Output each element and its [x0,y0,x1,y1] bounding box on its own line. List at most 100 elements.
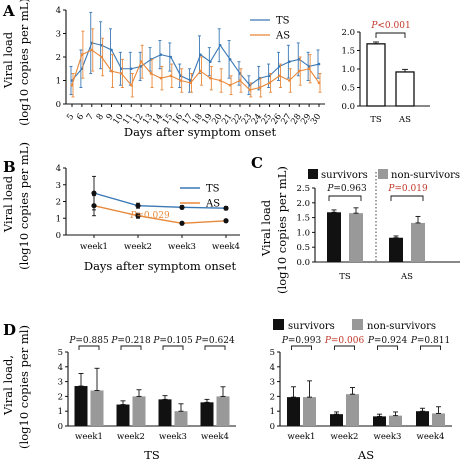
a-AS-point [189,81,192,85]
d-as-bar-non-survivors-week4 [432,413,445,426]
a-bar-y-tick-label: 0.5 [341,84,355,94]
d-as-bracket [420,345,441,350]
a-bar-y-tick-label: 2.0 [341,28,355,38]
d-ts-y-tick-label: 3 [58,378,63,388]
c-bar-non-survivors-TS [349,213,363,262]
c-y-axis-title: Viral load [259,199,273,257]
d-ts-y-tick-label: 4 [58,363,63,373]
d-ts-bar-non-survivors-week3 [174,411,188,426]
a-TS-point [218,43,222,47]
d-ts-y-tick-label: 0 [58,422,63,432]
d-ts-bracket [78,345,100,350]
a-TS-point [209,60,212,63]
b-x-tick-label: week2 [124,242,152,252]
d-as-y-tick-label: 0 [270,422,275,432]
a-TS-point [129,67,133,71]
a-AS-point [100,55,103,59]
a-line-y-tick-label: 1 [56,77,61,87]
a-x-axis-title: Days after symptom onset [124,125,277,139]
a-line-y-tick-label: 3 [56,30,61,40]
a-bar-AS [395,71,415,107]
a-x-tick-label: 5 [65,112,76,122]
b-y-tick-label: 2 [56,198,61,208]
b-y-tick-label: 3 [56,181,61,191]
c-legend-swatch-non-survivors [378,169,388,179]
a-TS-point [317,62,321,66]
d-as-y-tick-label: 3 [270,378,275,388]
d-as-y-tick-label: 2 [270,392,275,402]
a-AS-point [199,69,202,73]
panel-label-d: D [3,321,16,339]
a-AS-point [268,81,271,85]
panel-label-c: C [251,154,263,172]
d-ts-bar-non-survivors-week1 [90,390,104,426]
a-x-tick-label: 8 [95,112,106,122]
a-AS-point [288,79,291,82]
b-AS-point [223,218,229,224]
d-as-bracket [334,345,355,350]
b-x-tick-label: week1 [80,242,108,252]
d-ts-category-week4: week4 [201,432,229,442]
d-ts-bar-non-survivors-week4 [216,396,230,426]
d-ts-bar-survivors-week4 [200,402,214,426]
c-y-tick-label: 2.0 [296,199,310,209]
c-legend-swatch-survivors [308,169,318,179]
d-ts-pvalue-week2: P=0.218 [110,336,151,346]
a-TS-point [110,48,113,52]
d-legend-swatch-survivors [273,319,284,330]
a-bar-y-tick-label: 1.5 [341,47,355,57]
a-x-tick-label: 9 [105,112,116,122]
a-AS-point [248,88,252,92]
c-bracket-as [390,195,424,201]
d-y-axis-title: Viral load, [1,355,15,416]
b-y-axis-title-2: (log10 copies per mL) [17,142,31,270]
c-pvalue-ts: P=0.963 [326,184,367,194]
d-as-y-tick-label: 4 [270,363,275,373]
c-bar-survivors-AS [389,237,403,262]
a-AS-point [110,69,113,73]
a-bar-pvalue: P<0.001 [370,21,410,31]
d-as-bar-survivors-week4 [416,411,429,426]
a-line-y-tick-label: 2 [56,53,61,63]
b-AS-series-line [93,205,227,224]
d-ts-bar-non-survivors-week2 [132,396,146,426]
d-as-bracket [291,345,312,350]
c-legend-label-non-survivors: non-survivors [391,170,460,181]
d-legend-label-survivors: survivors [288,321,335,332]
a-bar-bracket [375,32,406,38]
d-as-x-axis-title: AS [357,448,374,462]
panel-label-b: B [3,158,16,176]
b-y-axis-title: Viral load [1,175,15,233]
d-ts-pvalue-week4: P=0.624 [194,336,235,346]
a-bar-TS [366,43,386,107]
b-legend-label-AS: AS [205,199,220,210]
a-y-axis-title-2: (log10 copies per mL) [17,0,31,126]
a-AS-point [80,53,84,56]
a-TS-point [169,55,173,59]
d-as-category-week4: week4 [417,432,445,442]
a-AS-point [120,72,123,75]
a-AS-point [218,79,222,82]
b-pvalue: P=0.029 [129,211,170,221]
d-ts-category-week3: week3 [159,432,187,442]
d-ts-bar-survivors-week1 [74,386,88,426]
d-ts-bar-survivors-week3 [158,399,172,426]
a-AS-point [209,76,212,80]
d-ts-x-axis-title: TS [144,448,160,462]
a-AS-point [278,74,281,78]
c-bracket-ts [328,195,362,201]
d-ts-bracket [162,345,184,350]
a-AS-point [307,67,311,71]
a-AS-point [139,60,143,63]
b-TS-point [223,205,229,211]
b-x-tick-label: week4 [212,242,240,252]
d-as-bar-survivors-week1 [287,397,300,426]
c-category-TS: TS [339,272,351,282]
d-legend-swatch-non-survivors [352,319,363,330]
a-y-axis-title: Viral load [1,31,15,89]
a-bar-category-TS: TS [370,115,382,125]
b-AS-point [179,220,185,226]
b-y-tick-label: 4 [56,164,61,174]
a-TS-point [228,58,232,61]
a-bar-y-tick-label: 0.0 [341,102,355,112]
